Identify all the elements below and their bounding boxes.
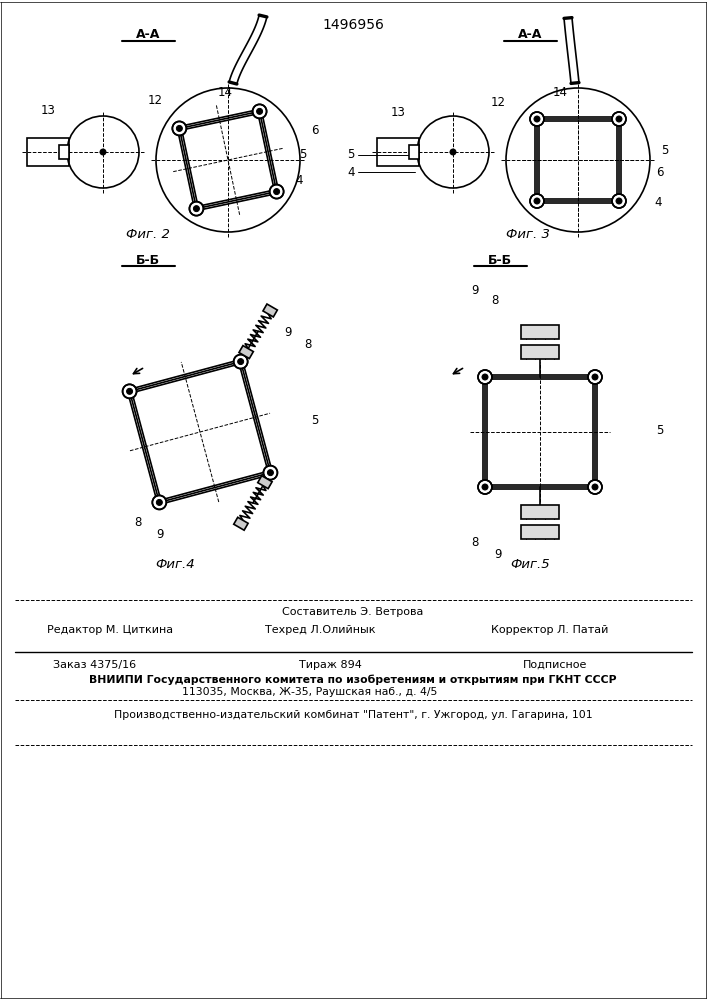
Text: Фиг.4: Фиг.4 <box>156 558 195 572</box>
Bar <box>409 145 419 159</box>
Text: 113035, Москва, Ж-35, Раушская наб., д. 4/5: 113035, Москва, Ж-35, Раушская наб., д. … <box>182 687 438 697</box>
Polygon shape <box>258 476 272 489</box>
Bar <box>377 138 419 166</box>
Text: 14: 14 <box>552 87 568 100</box>
Circle shape <box>156 499 163 505</box>
Polygon shape <box>521 345 559 359</box>
Polygon shape <box>521 325 559 339</box>
Polygon shape <box>234 517 248 530</box>
Bar <box>485 377 595 487</box>
Text: 14: 14 <box>218 86 233 99</box>
Circle shape <box>530 112 544 126</box>
Circle shape <box>100 149 106 155</box>
Circle shape <box>592 484 598 490</box>
Circle shape <box>238 359 244 365</box>
Circle shape <box>482 484 488 490</box>
Circle shape <box>450 149 456 155</box>
Text: 4: 4 <box>348 165 355 178</box>
Circle shape <box>534 198 540 204</box>
Text: 8: 8 <box>134 516 141 528</box>
Circle shape <box>233 355 247 369</box>
Circle shape <box>127 388 133 394</box>
Text: 8: 8 <box>472 536 479 548</box>
Circle shape <box>482 374 488 380</box>
Text: Корректор Л. Патай: Корректор Л. Патай <box>491 625 609 635</box>
Bar <box>487 379 593 485</box>
Circle shape <box>176 125 182 131</box>
Polygon shape <box>239 346 253 359</box>
Polygon shape <box>263 304 277 317</box>
Text: 5: 5 <box>348 148 355 161</box>
Text: 12: 12 <box>491 97 506 109</box>
Bar <box>483 375 597 489</box>
Circle shape <box>274 189 280 195</box>
Circle shape <box>478 370 492 384</box>
Text: Заказ 4375/16: Заказ 4375/16 <box>54 660 136 670</box>
Text: 6: 6 <box>656 165 664 178</box>
Circle shape <box>173 121 187 135</box>
Text: 5: 5 <box>656 424 664 436</box>
Text: 9: 9 <box>494 548 502 562</box>
Circle shape <box>534 116 540 122</box>
Text: Техред Л.Олийнык: Техред Л.Олийнык <box>264 625 375 635</box>
Circle shape <box>616 198 622 204</box>
Text: 4: 4 <box>654 196 662 209</box>
Circle shape <box>257 108 262 114</box>
Text: 8: 8 <box>491 294 498 306</box>
Bar <box>535 117 621 203</box>
Circle shape <box>269 185 284 199</box>
Circle shape <box>612 112 626 126</box>
Circle shape <box>616 116 622 122</box>
Circle shape <box>152 495 166 509</box>
Text: Б-Б: Б-Б <box>488 253 512 266</box>
Text: 6: 6 <box>311 123 319 136</box>
Text: А-А: А-А <box>136 28 160 41</box>
Text: 5: 5 <box>661 143 669 156</box>
Circle shape <box>264 466 277 480</box>
Text: А-А: А-А <box>518 28 542 41</box>
Text: Подписное: Подписное <box>522 660 588 670</box>
Text: Производственно-издательский комбинат "Патент", г. Ужгород, ул. Гагарина, 101: Производственно-издательский комбинат "П… <box>114 710 592 720</box>
Text: Редактор М. Циткина: Редактор М. Циткина <box>47 625 173 635</box>
Circle shape <box>194 206 199 212</box>
Circle shape <box>252 104 267 118</box>
Text: 5: 5 <box>299 148 307 161</box>
Polygon shape <box>521 525 559 539</box>
Text: Тираж 894: Тираж 894 <box>298 660 361 670</box>
Text: 9: 9 <box>284 326 292 338</box>
Text: 9: 9 <box>472 284 479 296</box>
Circle shape <box>189 202 204 216</box>
Text: Фиг. 3: Фиг. 3 <box>506 229 550 241</box>
Text: 13: 13 <box>390 105 405 118</box>
Circle shape <box>530 194 544 208</box>
Text: Составитель Э. Ветрова: Составитель Э. Ветрова <box>282 607 423 617</box>
Text: Б-Б: Б-Б <box>136 253 160 266</box>
Text: 9: 9 <box>156 528 164 540</box>
Text: 8: 8 <box>304 338 312 351</box>
Bar <box>27 138 69 166</box>
Circle shape <box>122 384 136 398</box>
Text: 1496956: 1496956 <box>322 18 384 32</box>
Text: 5: 5 <box>311 414 319 426</box>
Polygon shape <box>521 505 559 519</box>
Text: ВНИИПИ Государственного комитета по изобретениям и открытиям при ГКНТ СССР: ВНИИПИ Государственного комитета по изоб… <box>89 675 617 685</box>
Circle shape <box>588 480 602 494</box>
Text: Фиг. 2: Фиг. 2 <box>126 229 170 241</box>
Text: 12: 12 <box>148 94 163 106</box>
Bar <box>537 119 619 201</box>
Circle shape <box>612 194 626 208</box>
Text: 13: 13 <box>40 104 55 116</box>
Circle shape <box>267 470 274 476</box>
Bar <box>539 121 617 199</box>
Circle shape <box>588 370 602 384</box>
Circle shape <box>592 374 598 380</box>
Circle shape <box>478 480 492 494</box>
Text: Фиг.5: Фиг.5 <box>510 558 550 572</box>
Bar <box>59 145 69 159</box>
Text: 4: 4 <box>296 174 303 186</box>
